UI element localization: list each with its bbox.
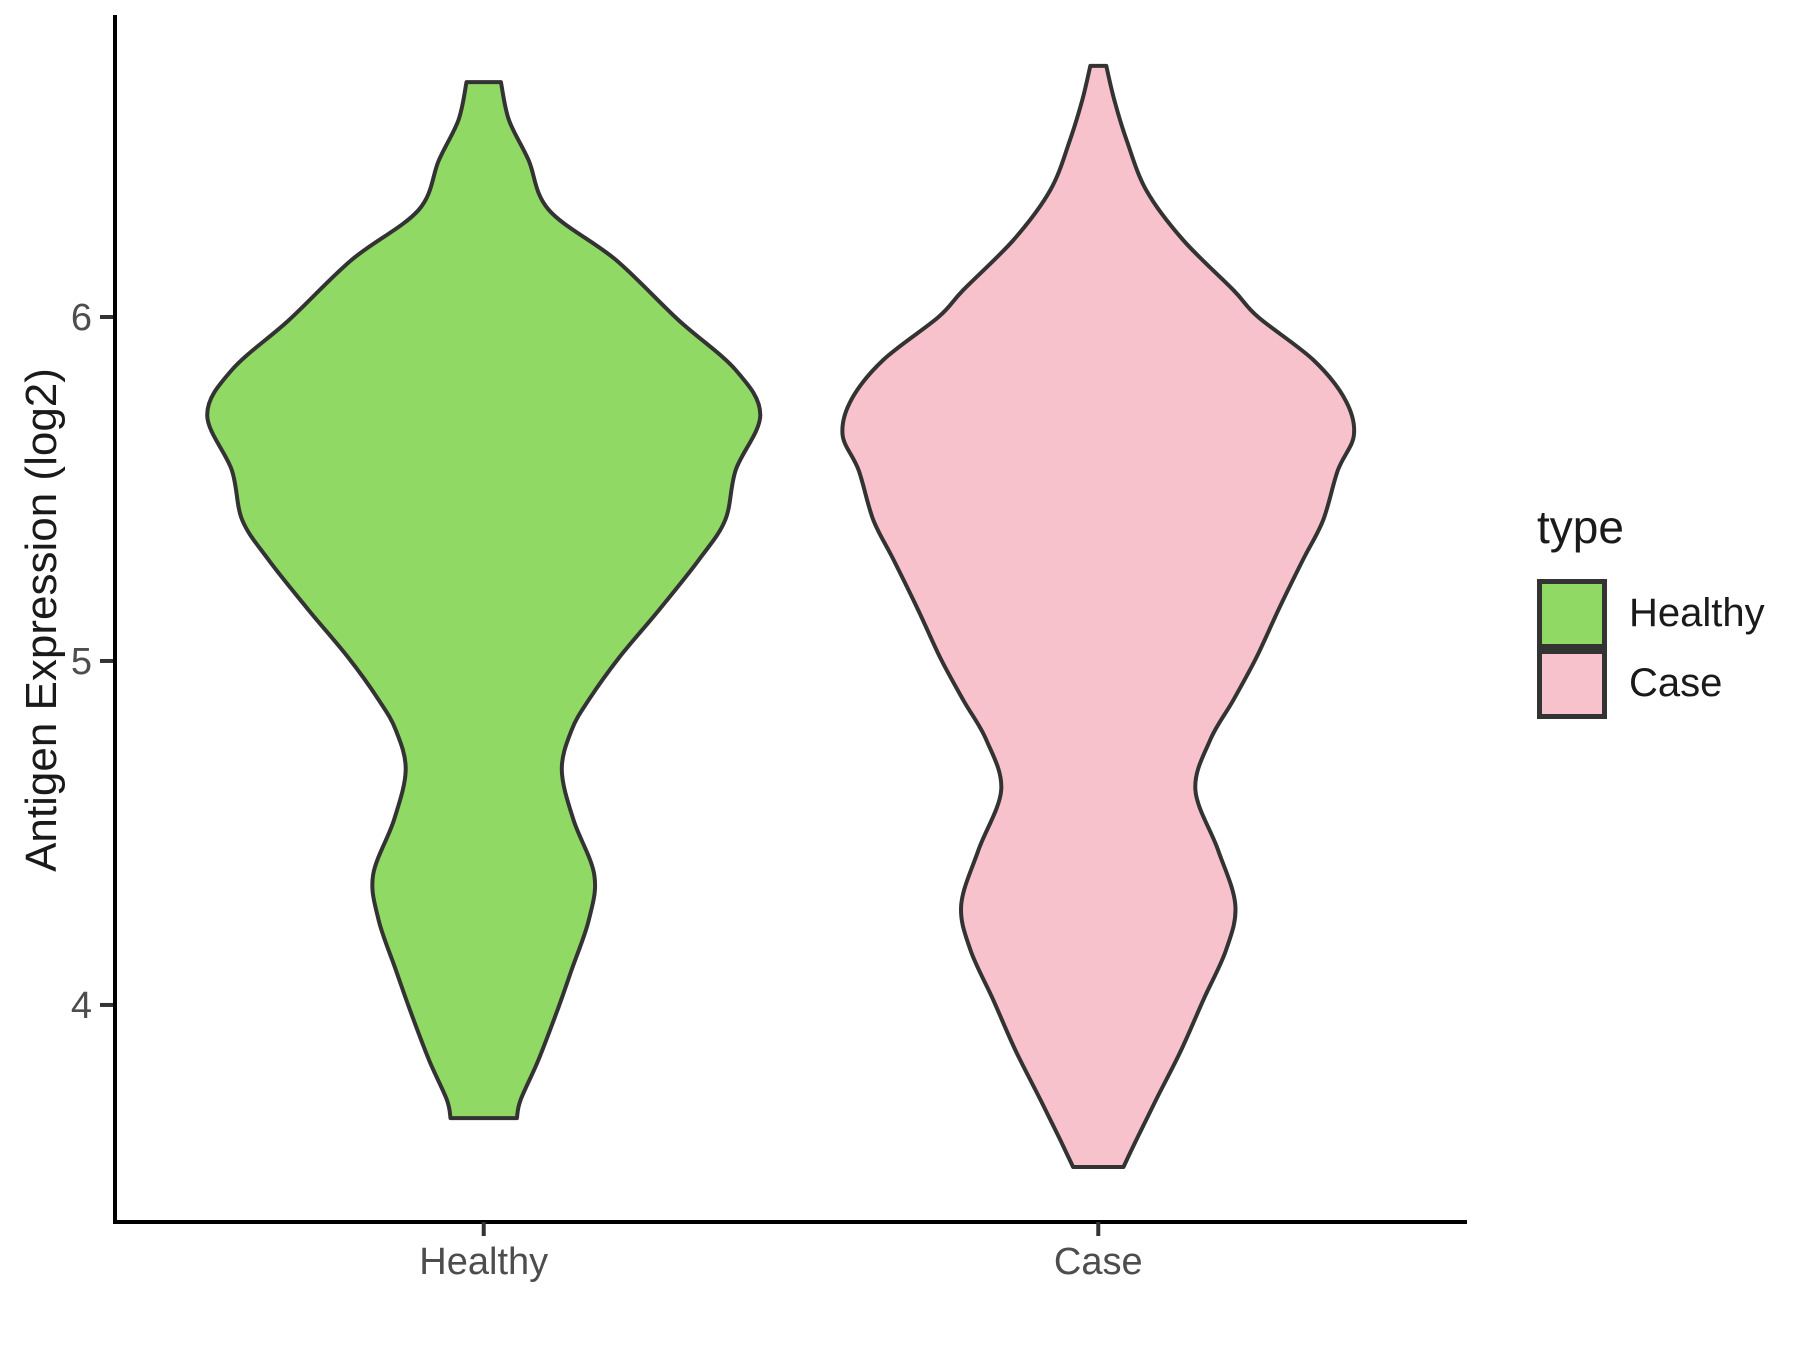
violin-case [840, 63, 1357, 1169]
x-tick-label: Case [1054, 1241, 1143, 1283]
violin-healthy [205, 80, 763, 1121]
violins [205, 63, 1357, 1169]
legend-swatch-healthy [1537, 578, 1607, 649]
legend: type Healthy Case [1537, 502, 1765, 719]
legend-item-label: Case [1629, 661, 1723, 706]
legend-items: Healthy Case [1537, 578, 1765, 719]
y-tick-label: 4 [71, 985, 92, 1027]
tick-labels: 4 5 6 Healthy Case [71, 297, 1143, 1283]
y-tick-label: 6 [71, 297, 92, 339]
x-tick-label: Healthy [419, 1241, 548, 1283]
legend-item: Healthy [1537, 578, 1765, 649]
y-tick-label: 5 [71, 641, 92, 683]
axes [113, 15, 1467, 1224]
legend-swatch-case [1537, 648, 1607, 719]
legend-title: type [1537, 501, 1624, 553]
ticks [100, 315, 1101, 1236]
legend-item-label: Healthy [1629, 591, 1765, 636]
legend-item: Case [1537, 648, 1765, 719]
y-axis-title: Antigen Expression (log2) [17, 368, 66, 872]
